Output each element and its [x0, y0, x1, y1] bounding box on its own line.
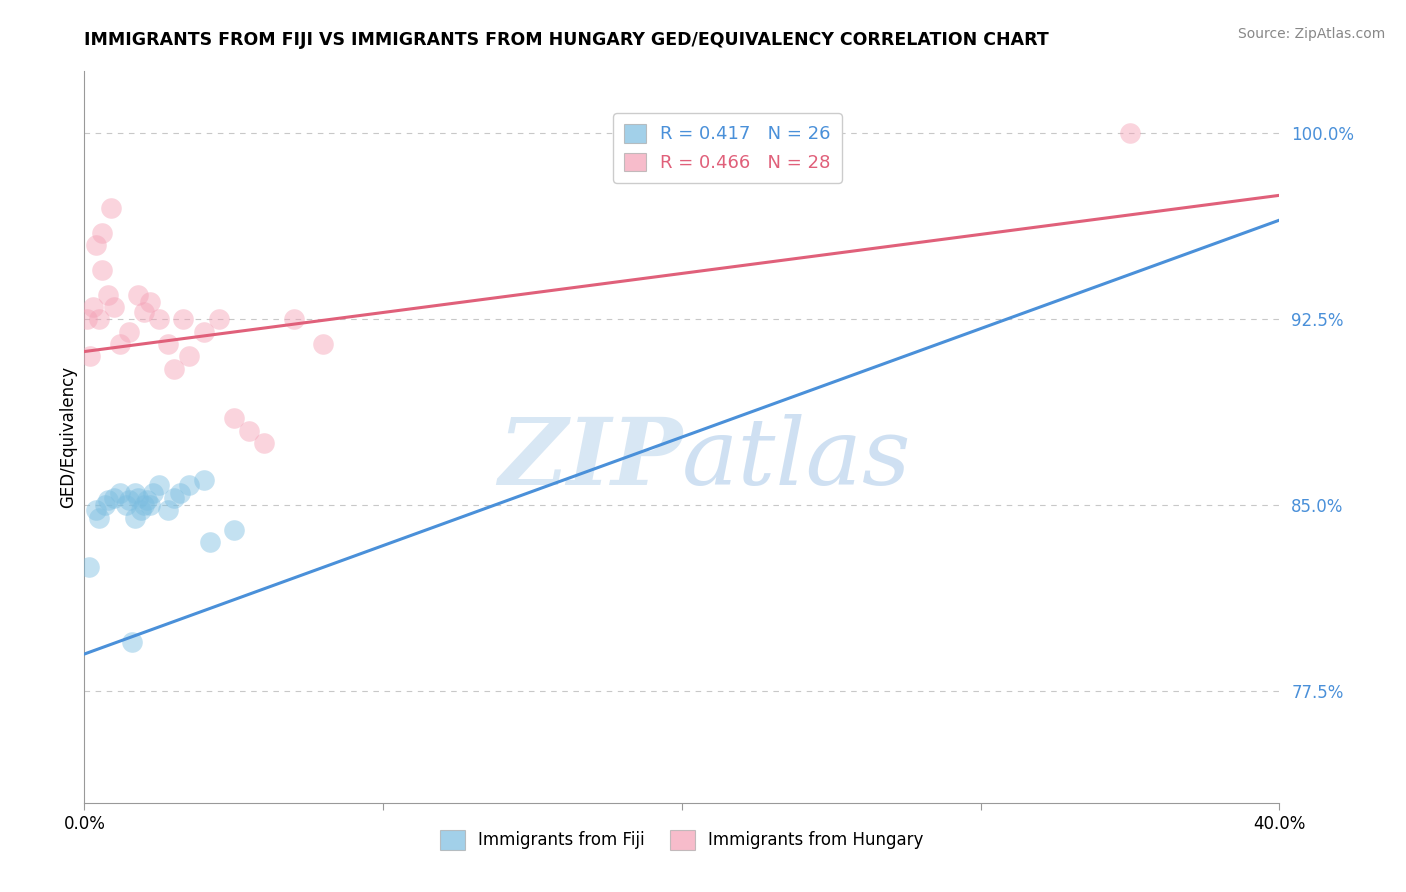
- Point: [127, 287, 149, 301]
- Point: [163, 362, 186, 376]
- Point: [76, 312, 98, 326]
- Point: [86, 238, 108, 252]
- Point: [253, 436, 276, 450]
- Point: [177, 478, 200, 492]
- Point: [238, 424, 260, 438]
- Point: [115, 498, 138, 512]
- Point: [148, 478, 170, 492]
- Point: [124, 510, 146, 524]
- Point: [91, 262, 114, 277]
- Point: [110, 486, 132, 500]
- Point: [124, 486, 146, 500]
- Point: [148, 312, 170, 326]
- Point: [129, 503, 152, 517]
- Point: [121, 634, 143, 648]
- Y-axis label: GED/Equivalency: GED/Equivalency: [59, 366, 77, 508]
- Point: [222, 523, 245, 537]
- Point: [136, 493, 159, 508]
- Point: [110, 337, 132, 351]
- Point: [79, 350, 101, 364]
- Point: [157, 337, 180, 351]
- Point: [91, 226, 114, 240]
- Point: [193, 474, 215, 488]
- Point: [89, 312, 111, 326]
- Point: [172, 312, 194, 326]
- Text: IMMIGRANTS FROM FIJI VS IMMIGRANTS FROM HUNGARY GED/EQUIVALENCY CORRELATION CHAR: IMMIGRANTS FROM FIJI VS IMMIGRANTS FROM …: [84, 31, 1049, 49]
- Point: [1119, 126, 1142, 140]
- Point: [222, 411, 245, 425]
- Point: [132, 498, 156, 512]
- Point: [118, 493, 141, 508]
- Point: [82, 300, 104, 314]
- Point: [97, 493, 120, 508]
- Text: atlas: atlas: [682, 414, 911, 504]
- Point: [103, 491, 125, 505]
- Point: [86, 503, 108, 517]
- Point: [139, 498, 162, 512]
- Legend: Immigrants from Fiji, Immigrants from Hungary: Immigrants from Fiji, Immigrants from Hu…: [433, 823, 931, 856]
- Point: [100, 201, 122, 215]
- Point: [283, 312, 305, 326]
- Point: [312, 337, 335, 351]
- Point: [94, 498, 117, 512]
- Point: [89, 510, 111, 524]
- Text: ZIP: ZIP: [498, 414, 682, 504]
- Text: Source: ZipAtlas.com: Source: ZipAtlas.com: [1237, 27, 1385, 41]
- Point: [208, 312, 231, 326]
- Point: [127, 491, 149, 505]
- Point: [132, 305, 156, 319]
- Point: [103, 300, 125, 314]
- Point: [163, 491, 186, 505]
- Point: [118, 325, 141, 339]
- Point: [139, 295, 162, 310]
- Point: [198, 535, 221, 549]
- Point: [97, 287, 120, 301]
- Point: [177, 350, 200, 364]
- Point: [77, 560, 100, 574]
- Point: [157, 503, 180, 517]
- Point: [169, 486, 191, 500]
- Point: [142, 486, 165, 500]
- Point: [193, 325, 215, 339]
